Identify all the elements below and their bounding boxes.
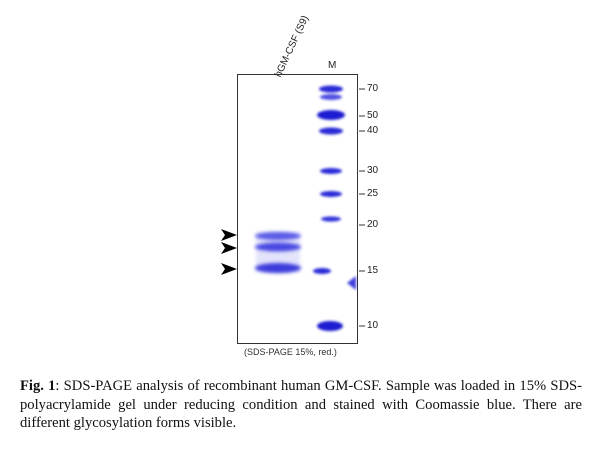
marker-lane — [313, 85, 345, 331]
marker-band-70 — [319, 85, 343, 93]
marker-band-40 — [319, 127, 343, 135]
gel-condition-label: (SDS-PAGE 15%, red.) — [244, 347, 337, 357]
arrow-upper-icon — [221, 229, 237, 241]
marker-band-50 — [317, 110, 345, 120]
sample-lane-smear — [256, 232, 300, 272]
marker-edge-mark — [347, 276, 356, 290]
figure-caption: Fig. 1: SDS-PAGE analysis of recombinant… — [20, 377, 582, 433]
mw-label-20: 20 — [367, 219, 379, 230]
marker-band-15 — [313, 268, 331, 274]
arrow-middle-icon — [221, 242, 237, 254]
arrow-lower-icon — [221, 263, 237, 275]
mw-label-70: 70 — [367, 83, 379, 94]
mw-label-10: 10 — [367, 320, 379, 331]
mw-label-30: 30 — [367, 165, 379, 176]
caption-text: : SDS-PAGE analysis of recombinant human… — [20, 378, 582, 431]
mw-label-25: 25 — [367, 188, 379, 199]
gel-figure: hGM-CSF (S9) M 70 50 40 30 25 20 15 10 (… — [221, 14, 379, 357]
gel-image — [221, 74, 365, 344]
lane-label-marker: M — [328, 60, 337, 71]
mw-ticks — [359, 88, 365, 327]
marker-band-10 — [317, 321, 343, 331]
mw-label-50: 50 — [367, 110, 379, 121]
marker-band-70b — [320, 94, 342, 100]
marker-band-20 — [321, 216, 341, 222]
caption-label: Fig. 1 — [20, 378, 56, 394]
mw-label-40: 40 — [367, 125, 379, 136]
marker-band-30 — [320, 168, 342, 174]
mw-label-15: 15 — [367, 265, 379, 276]
arrows — [221, 229, 237, 275]
marker-band-25 — [320, 191, 342, 197]
